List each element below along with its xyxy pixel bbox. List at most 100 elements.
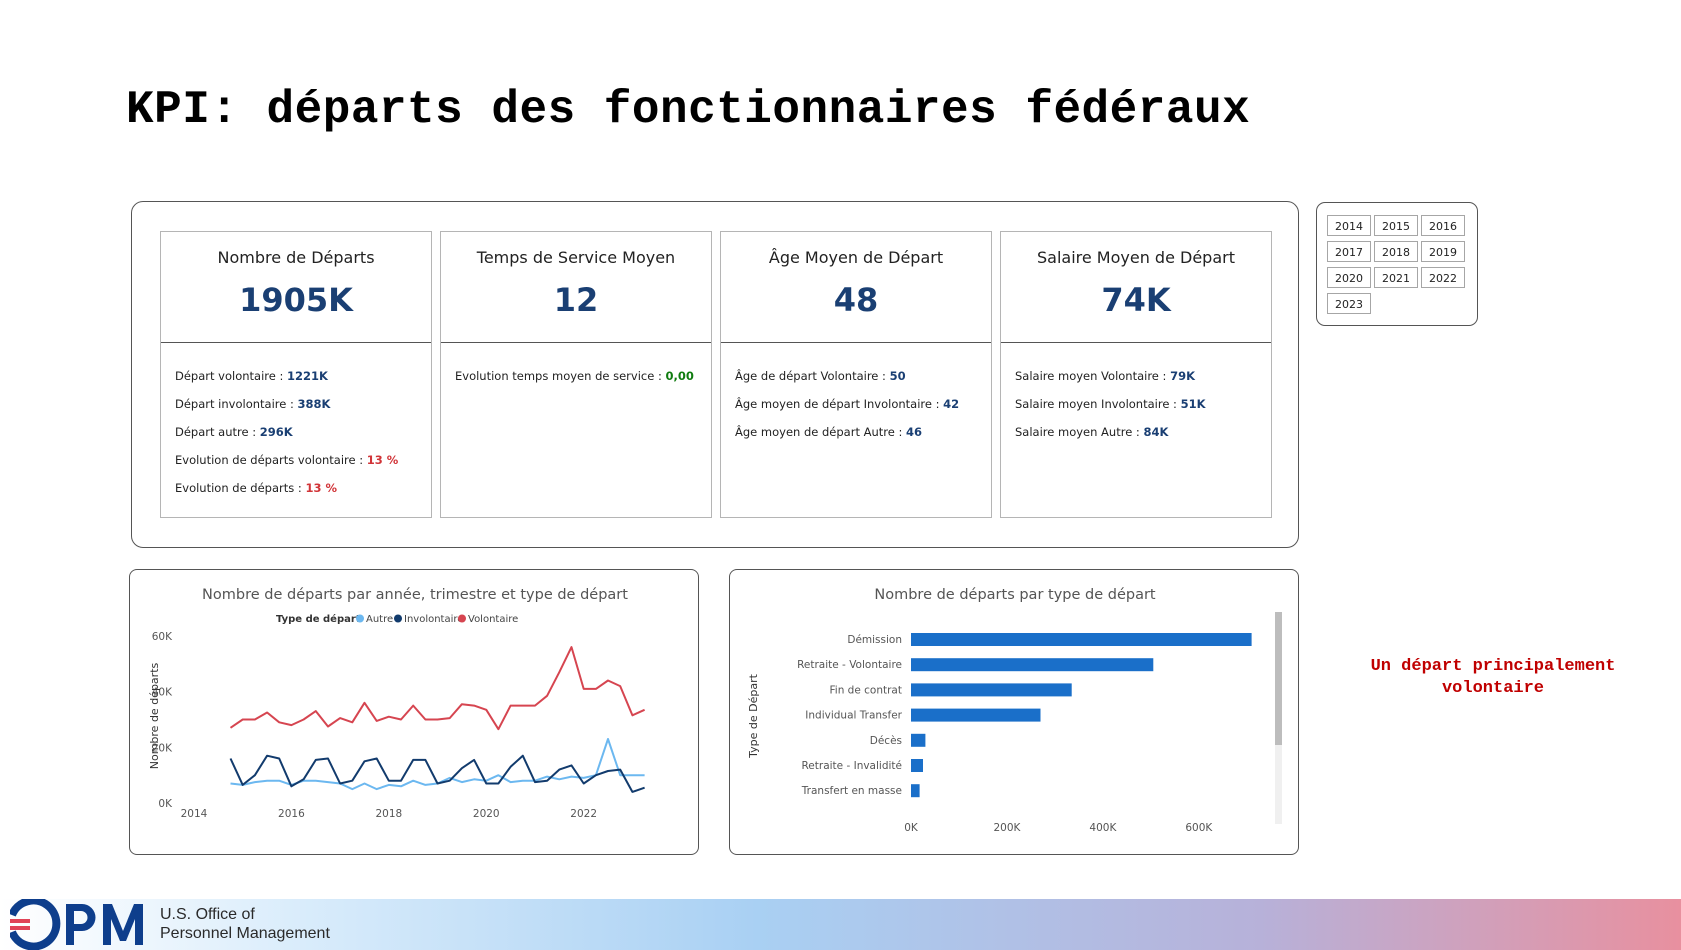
series-line-volontaire[interactable] bbox=[229, 646, 646, 731]
kpi-card-service-time: Temps de Service Moyen 12 Evolution temp… bbox=[440, 231, 712, 518]
kpi-card-details: Evolution temps moyen de service : 0,00 bbox=[441, 343, 711, 397]
page-title: KPI: départs des fonctionnaires fédéraux bbox=[126, 84, 1251, 136]
kpi-card-value: 12 bbox=[553, 281, 599, 319]
series-line-involontaire[interactable] bbox=[229, 754, 645, 793]
kpi-card-details: Âge de départ Volontaire : 50 Âge moyen … bbox=[721, 343, 991, 453]
kpi-stat: Salaire moyen Autre : 84K bbox=[1015, 425, 1271, 453]
kpi-stat-label: Evolution de départs : bbox=[175, 481, 306, 495]
kpi-card-title: Temps de Service Moyen bbox=[476, 248, 676, 267]
bar-category-label: Individual Transfer bbox=[805, 710, 902, 722]
kpi-stat-label: Evolution de départs volontaire : bbox=[175, 453, 367, 467]
bar-chart-panel: Nombre de départs par type de départ Dém… bbox=[729, 569, 1299, 855]
kpi-stat-label: Départ autre : bbox=[175, 425, 260, 439]
line-chart-series bbox=[229, 646, 646, 793]
bar-category-label: Décès bbox=[870, 735, 902, 747]
year-button-2020[interactable]: 2020 bbox=[1327, 267, 1371, 288]
year-button-2021[interactable]: 2021 bbox=[1374, 267, 1418, 288]
kpi-card-title: Salaire Moyen de Départ bbox=[1036, 248, 1235, 267]
kpi-card-age: Âge Moyen de Départ 48 Âge de départ Vol… bbox=[720, 231, 992, 518]
opm-logo-text: U.S. Office of Personnel Management bbox=[160, 905, 330, 943]
line-chart-y-axis-label: Nombre de départs bbox=[148, 662, 161, 769]
bar-category-label: Retraite - Invalidité bbox=[801, 760, 902, 772]
kpi-stat-value: 388K bbox=[297, 397, 331, 411]
line-chart-axes: 0K 20K 40K 60K 2014 2016 2018 2020 2022 bbox=[152, 631, 597, 820]
annotation-text: Un départ principalement volontaire bbox=[1348, 656, 1638, 700]
kpi-stat: Départ volontaire : 1221K bbox=[175, 369, 431, 397]
y-tick-label: 0K bbox=[158, 798, 173, 810]
annotation-line-1: Un départ principalement bbox=[1370, 657, 1616, 676]
year-button-2022[interactable]: 2022 bbox=[1421, 267, 1465, 288]
bar-category-label: Démission bbox=[847, 634, 902, 646]
kpi-card-value: 74K bbox=[1101, 281, 1171, 319]
bar-category-label: Retraite - Volontaire bbox=[797, 659, 902, 671]
kpi-stat: Âge de départ Volontaire : 50 bbox=[735, 369, 991, 397]
kpi-stat-value: 13 % bbox=[366, 453, 399, 467]
bar-4[interactable] bbox=[911, 733, 926, 747]
year-button-2014[interactable]: 2014 bbox=[1327, 215, 1371, 236]
bar-5[interactable] bbox=[911, 759, 923, 772]
kpi-stat: Evolution de départs : 13 % bbox=[175, 481, 431, 509]
line-chart-panel: Nombre de départs par année, trimestre e… bbox=[129, 569, 699, 855]
kpi-stat-value: 51K bbox=[1180, 397, 1206, 411]
legend-marker-involontaire[interactable] bbox=[394, 614, 402, 623]
annotation-line-2: volontaire bbox=[1441, 679, 1545, 698]
x-tick-label: 0K bbox=[904, 822, 919, 834]
legend-label-volontaire[interactable]: Volontaire bbox=[468, 614, 518, 625]
kpi-card-details: Départ volontaire : 1221K Départ involon… bbox=[161, 343, 431, 509]
kpi-stat-value: 296K bbox=[259, 425, 293, 439]
kpi-stat-label: Départ volontaire : bbox=[175, 369, 288, 383]
year-filter-panel: 2014 2015 2016 2017 2018 2019 2020 2021 … bbox=[1316, 202, 1478, 326]
kpi-stat-label: Salaire moyen Involontaire : bbox=[1015, 397, 1181, 411]
y-tick-label: 40K bbox=[152, 687, 173, 699]
kpi-stat: Evolution temps moyen de service : 0,00 bbox=[455, 369, 711, 397]
kpi-stat-label: Âge moyen de départ Involontaire : bbox=[735, 397, 944, 411]
bar-1[interactable] bbox=[911, 658, 1154, 672]
kpi-stat-label: Âge de départ Volontaire : bbox=[735, 369, 890, 383]
bar-chart-y-axis-label: Type de Départ bbox=[747, 673, 760, 758]
x-tick-label: 200K bbox=[993, 822, 1021, 834]
bar-0[interactable] bbox=[911, 633, 1252, 646]
year-button-2015[interactable]: 2015 bbox=[1374, 215, 1418, 236]
kpi-stat: Départ involontaire : 388K bbox=[175, 397, 431, 425]
line-chart-title: Nombre de départs par année, trimestre e… bbox=[202, 587, 628, 603]
kpi-stat-value: 84K bbox=[1143, 425, 1169, 439]
opm-logo bbox=[10, 899, 143, 950]
bar-chart-bars bbox=[911, 633, 1252, 798]
bar-3[interactable] bbox=[911, 708, 1041, 722]
bar-chart-axes: Démission Retraite - Volontaire Fin de con… bbox=[797, 634, 1213, 834]
kpi-stat-value: 79K bbox=[1170, 369, 1195, 383]
bar-chart-title: Nombre de départs par type de départ bbox=[874, 587, 1156, 603]
opm-logo-line-1: U.S. Office of bbox=[160, 906, 255, 923]
kpi-stat-value: 50 bbox=[889, 369, 906, 383]
year-button-2019[interactable]: 2019 bbox=[1421, 241, 1465, 262]
x-tick-label: 600K bbox=[1185, 822, 1213, 834]
kpi-stat-label: Salaire moyen Volontaire : bbox=[1015, 369, 1171, 383]
x-tick-label: 2018 bbox=[375, 808, 402, 820]
x-tick-label: 2016 bbox=[278, 808, 305, 820]
kpi-stat: Salaire moyen Volontaire : 79K bbox=[1015, 369, 1271, 397]
kpi-stat-label: Evolution temps moyen de service : bbox=[455, 369, 666, 383]
kpi-card-salary: Salaire Moyen de Départ 74K Salaire moye… bbox=[1000, 231, 1272, 518]
kpi-card-departures: Nombre de Départs 1905K Départ volontair… bbox=[160, 231, 432, 518]
year-button-2018[interactable]: 2018 bbox=[1374, 241, 1418, 262]
year-button-2016[interactable]: 2016 bbox=[1421, 215, 1465, 236]
bar-2[interactable] bbox=[911, 683, 1072, 697]
kpi-stat-value: 0,00 bbox=[665, 369, 694, 383]
legend-title: Type de départ bbox=[276, 613, 361, 625]
year-button-2017[interactable]: 2017 bbox=[1327, 241, 1371, 262]
year-button-2023[interactable]: 2023 bbox=[1327, 293, 1371, 314]
line-chart: Nombre de départs par année, trimestre e… bbox=[148, 587, 646, 820]
y-tick-label: 20K bbox=[152, 742, 173, 754]
bar-6[interactable] bbox=[911, 784, 920, 798]
kpi-card-value: 1905K bbox=[239, 281, 353, 319]
kpi-stat-label: Âge moyen de départ Autre : bbox=[735, 425, 907, 439]
bar-chart-scrollbar[interactable] bbox=[1275, 612, 1282, 745]
legend-marker-volontaire[interactable] bbox=[458, 614, 466, 623]
kpi-stat: Evolution de départs volontaire : 13 % bbox=[175, 453, 431, 481]
legend-label-involontaire[interactable]: Involontaire bbox=[404, 614, 463, 625]
legend-label-autre[interactable]: Autre bbox=[366, 614, 393, 625]
line-chart-legend: Type de départ Autre Involontaire Volontair… bbox=[276, 613, 518, 625]
kpi-panel: Nombre de Départs 1905K Départ volontair… bbox=[131, 201, 1299, 548]
legend-marker-autre[interactable] bbox=[356, 614, 364, 623]
y-tick-label: 60K bbox=[152, 631, 173, 643]
